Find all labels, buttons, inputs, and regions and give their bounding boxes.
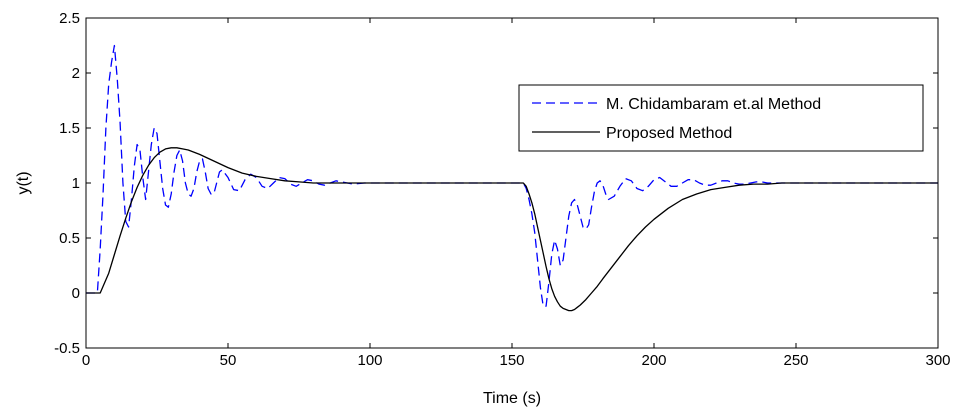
ticks-layer: 0 50 100 150 200 250 300-0.500.511.522.5	[54, 10, 950, 369]
y-tick-label: 0.5	[59, 230, 80, 247]
x-tick-label: 0	[82, 352, 90, 369]
y-tick-label: 2	[72, 65, 80, 82]
plot-area: 0 50 100 150 200 250 300-0.500.511.522.5	[54, 10, 950, 369]
legend-box	[518, 84, 924, 152]
x-axis-label: Time (s)	[483, 390, 541, 407]
x-tick-label: 150	[499, 352, 524, 369]
x-tick-label: 50	[220, 352, 237, 369]
y-tick-label: 0	[72, 285, 80, 302]
x-tick-label: 300	[925, 352, 950, 369]
y-tick-label: 1	[72, 175, 80, 192]
y-axis-label: y(t)	[15, 171, 32, 194]
x-tick-label: 100	[357, 352, 382, 369]
y-tick-label: 2.5	[59, 10, 80, 27]
x-tick-label: 250	[783, 352, 808, 369]
series-line-proposed	[86, 147, 938, 312]
legend-label-chidambaram: M. Chidambaram et.al Method	[606, 96, 821, 113]
y-tick-label: -0.5	[54, 340, 80, 357]
legend: M. Chidambaram et.al Method Proposed Met…	[518, 84, 924, 152]
x-tick-label: 200	[641, 352, 666, 369]
series-layer	[86, 44, 938, 312]
y-tick-label: 1.5	[59, 120, 80, 137]
legend-label-proposed: Proposed Method	[606, 125, 732, 142]
